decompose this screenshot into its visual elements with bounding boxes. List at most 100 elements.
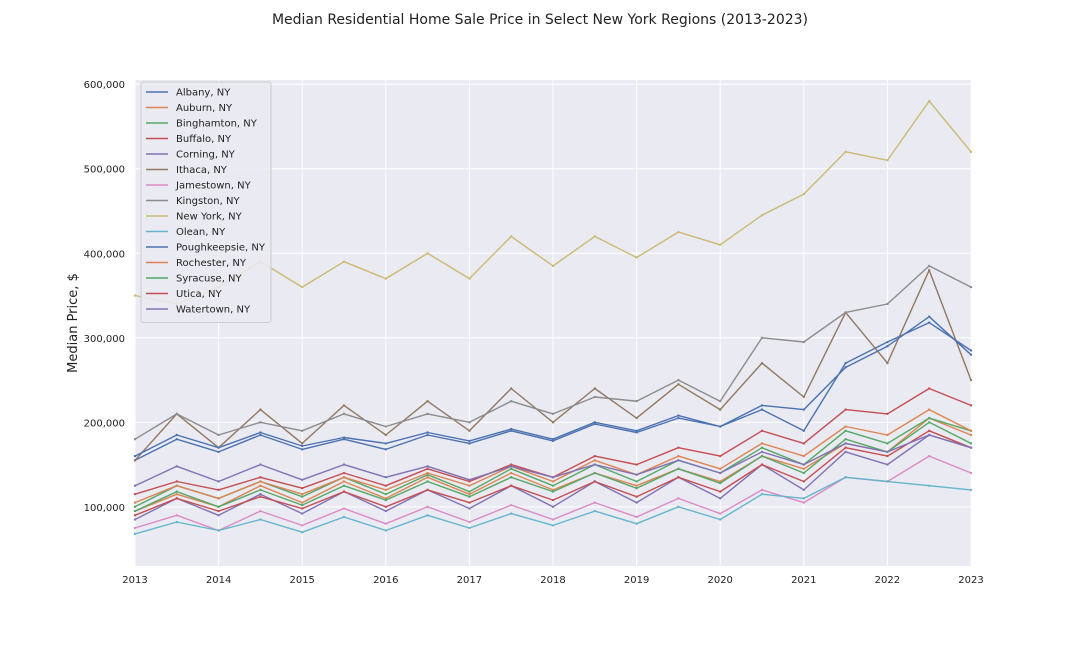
data-point xyxy=(384,498,387,502)
data-point xyxy=(551,518,555,521)
data-point xyxy=(719,399,722,403)
data-point xyxy=(468,442,471,445)
data-point xyxy=(635,515,638,519)
data-point xyxy=(928,408,931,411)
data-point xyxy=(468,526,471,530)
data-point xyxy=(802,340,805,344)
data-point xyxy=(928,416,931,420)
data-point xyxy=(175,497,178,500)
data-point xyxy=(259,518,262,521)
data-point xyxy=(886,361,889,365)
data-point xyxy=(886,454,889,458)
data-point xyxy=(969,429,973,432)
data-point xyxy=(886,302,889,306)
data-point xyxy=(802,471,805,475)
data-point xyxy=(510,503,513,507)
data-point xyxy=(426,473,429,476)
data-point xyxy=(175,490,178,493)
legend-label: Buffalo, NY xyxy=(176,134,232,145)
data-point xyxy=(719,512,722,515)
data-point xyxy=(301,501,304,504)
data-point xyxy=(969,378,973,382)
series-9 xyxy=(133,476,973,536)
data-point xyxy=(301,478,304,481)
data-point xyxy=(969,433,973,437)
data-point xyxy=(551,421,555,424)
data-point xyxy=(802,488,805,492)
data-point xyxy=(969,471,973,475)
data-point xyxy=(844,408,847,411)
data-point xyxy=(928,454,931,458)
data-point xyxy=(259,484,262,487)
data-point xyxy=(719,408,722,411)
data-point xyxy=(384,484,387,487)
data-point xyxy=(635,484,638,487)
data-point xyxy=(886,480,889,483)
data-point xyxy=(510,484,513,487)
data-point xyxy=(802,408,805,411)
data-point xyxy=(928,421,931,424)
legend-label: Corning, NY xyxy=(176,150,236,161)
data-point xyxy=(426,514,429,517)
data-point xyxy=(677,505,680,509)
data-point xyxy=(384,425,387,428)
data-point xyxy=(551,488,555,492)
data-point xyxy=(342,438,346,441)
data-point xyxy=(175,514,178,517)
data-point xyxy=(342,436,346,439)
data-point xyxy=(342,507,346,510)
x-tick-label: 2021 xyxy=(791,575,816,586)
data-point xyxy=(844,442,847,445)
legend-label: Poughkeepsie, NY xyxy=(176,243,266,254)
legend-item: Albany, NY xyxy=(146,88,231,99)
data-point xyxy=(426,433,429,437)
data-point xyxy=(426,431,429,434)
data-point xyxy=(426,505,429,509)
legend-label: Kingston, NY xyxy=(176,196,240,207)
data-point xyxy=(301,448,304,451)
data-point xyxy=(301,530,304,534)
data-point xyxy=(928,321,931,324)
data-point xyxy=(760,442,764,445)
data-point xyxy=(844,429,847,432)
data-point xyxy=(802,501,805,504)
legend-label: Albany, NY xyxy=(176,88,231,99)
data-point xyxy=(719,490,722,493)
legend-item: New York, NY xyxy=(146,212,243,223)
data-point xyxy=(551,438,555,441)
data-point xyxy=(551,439,555,443)
y-tick-label: 400,000 xyxy=(84,249,125,260)
data-point xyxy=(342,412,346,416)
data-point xyxy=(844,366,847,369)
y-axis-label: Median Price, $ xyxy=(66,273,81,373)
data-point xyxy=(635,399,638,403)
data-point xyxy=(133,492,137,496)
data-point xyxy=(593,509,596,513)
data-point xyxy=(844,150,847,154)
data-point xyxy=(802,497,805,500)
data-point xyxy=(928,315,931,318)
data-point xyxy=(133,509,137,513)
data-point xyxy=(133,518,137,521)
data-point xyxy=(510,471,513,475)
data-point xyxy=(510,512,513,515)
data-point xyxy=(468,490,471,493)
legend-item: Corning, NY xyxy=(146,150,236,161)
data-point xyxy=(510,399,513,403)
data-point xyxy=(593,459,596,462)
data-point xyxy=(426,480,429,483)
data-point xyxy=(342,484,346,487)
data-point xyxy=(384,492,387,496)
data-point xyxy=(719,467,722,470)
data-point xyxy=(133,514,137,517)
data-point xyxy=(175,433,178,437)
data-point xyxy=(342,515,346,519)
data-point xyxy=(384,509,387,513)
legend-item: Kingston, NY xyxy=(146,196,240,207)
data-point xyxy=(886,159,889,162)
data-point xyxy=(259,495,262,498)
data-point xyxy=(259,408,262,411)
legend-label: Watertown, NY xyxy=(176,305,251,316)
legend-label: Ithaca, NY xyxy=(176,165,228,176)
